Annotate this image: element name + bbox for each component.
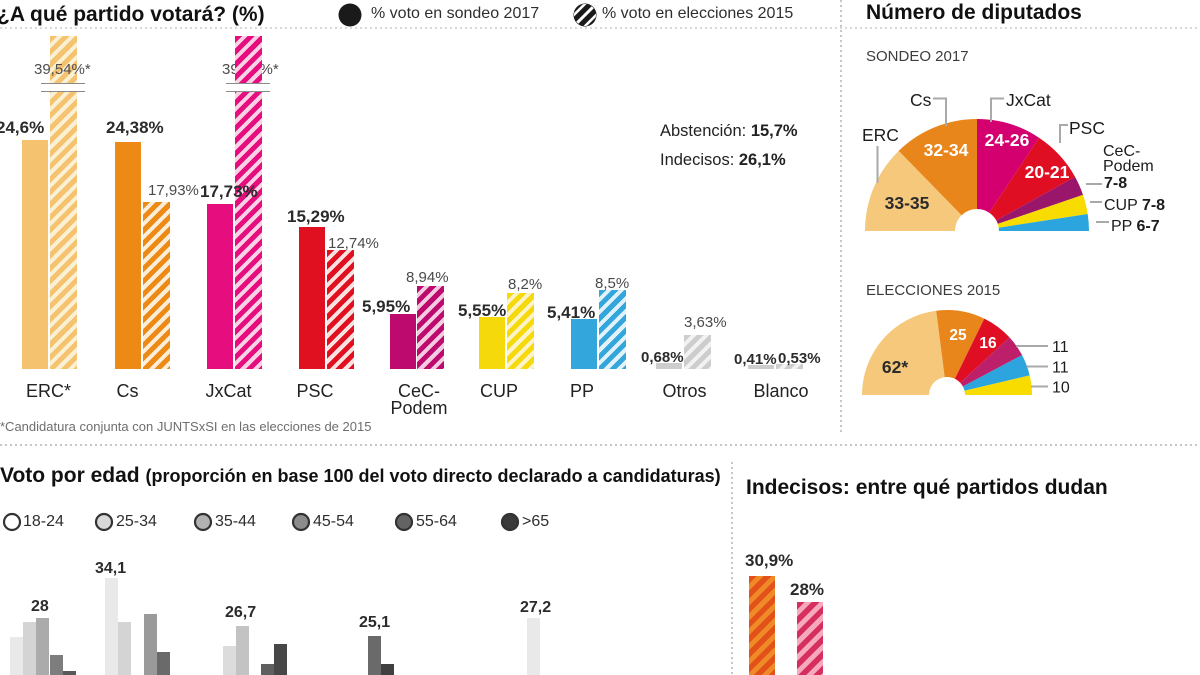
svg-text:16: 16: [979, 335, 997, 352]
svg-text:11: 11: [1052, 360, 1069, 377]
svg-text:24-26: 24-26: [985, 130, 1030, 150]
svg-text:32-34: 32-34: [924, 140, 969, 160]
svg-text:33-35: 33-35: [885, 193, 930, 213]
svg-text:11: 11: [1052, 339, 1069, 356]
svg-text:20-21: 20-21: [1025, 162, 1070, 182]
svg-text:PP 6-7: PP 6-7: [1111, 218, 1160, 235]
svg-text:62*: 62*: [882, 357, 908, 377]
svg-text:7-8: 7-8: [1104, 175, 1127, 192]
svg-text:10: 10: [1052, 380, 1070, 397]
svg-text:ERC: ERC: [862, 125, 899, 145]
svg-text:Podem: Podem: [1103, 158, 1154, 175]
svg-text:CUP 7-8: CUP 7-8: [1104, 197, 1165, 214]
svg-text:25: 25: [949, 327, 967, 344]
svg-text:Cs: Cs: [910, 90, 932, 110]
svg-text:PSC: PSC: [1069, 118, 1105, 138]
svg-text:CeC-: CeC-: [1103, 143, 1140, 160]
svg-text:JxCat: JxCat: [1006, 90, 1051, 110]
